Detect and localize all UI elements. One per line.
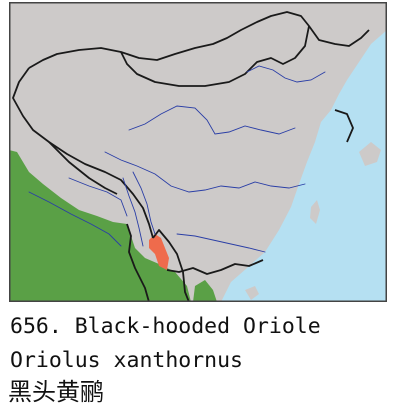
river-yellow [128, 105, 296, 135]
caption-latin-name: Oriolus xanthornus [10, 348, 243, 373]
range-resident-coast [193, 280, 217, 302]
range-resident-south-asia [9, 150, 191, 302]
caption-species-title: 656. Black-hooded Oriole [10, 314, 321, 339]
range-china-yunnan [149, 234, 169, 270]
border-china-south [166, 259, 264, 275]
river-ganges [28, 191, 122, 247]
island-japan [359, 142, 381, 166]
island-hainan [245, 286, 259, 300]
river-yangtze [104, 151, 306, 193]
river-brahmaputra [68, 177, 128, 217]
river-amur [246, 65, 326, 83]
border-china-west [12, 67, 154, 239]
river-mekong [132, 171, 156, 235]
island-taiwan [310, 200, 320, 224]
range-map [9, 2, 387, 302]
river-pearl [176, 233, 266, 253]
map-border-frame [9, 2, 387, 302]
border-nepal [48, 141, 118, 195]
border-mongolia [120, 25, 310, 87]
caption-chinese-name: 黑头黄鹂 [8, 378, 104, 406]
border-india-myanmar [126, 223, 150, 302]
river-salween [122, 177, 144, 247]
border-china-north [28, 11, 370, 69]
border-myanmar-laos [152, 229, 190, 302]
border-korea [334, 109, 354, 143]
